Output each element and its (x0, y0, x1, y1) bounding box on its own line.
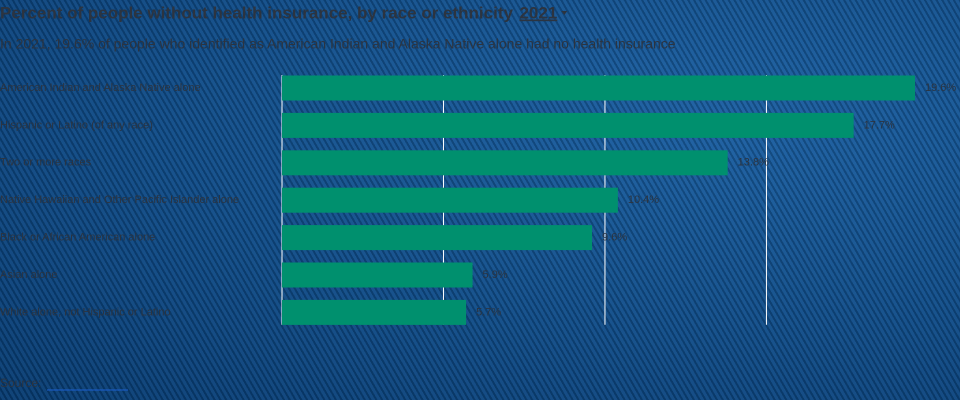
category-label: Black or African American alone (0, 232, 155, 244)
year-dropdown[interactable]: 2021 (519, 3, 557, 22)
category-label: Asian alone (0, 269, 58, 281)
bar (282, 112, 854, 138)
value-label: 10.4% (628, 194, 659, 206)
category-label: American Indian and Alaska Native alone (0, 82, 201, 94)
bar (282, 150, 728, 176)
value-label: 13.8% (738, 157, 769, 169)
category-label: White alone, not Hispanic or Latino (0, 306, 171, 318)
bar (282, 225, 593, 251)
value-label: 17.7% (864, 119, 895, 131)
category-label: Hispanic or Latino (of any race) (0, 119, 153, 131)
value-label: 5.7% (476, 306, 501, 318)
bar (282, 187, 618, 213)
chart-title: Percent of people without health insuran… (0, 3, 513, 22)
value-label: 19.6% (925, 82, 956, 94)
value-label: 5.9% (483, 269, 508, 281)
bar (282, 299, 467, 325)
category-label: Two or more races (0, 157, 92, 169)
dropdown-caret[interactable] (561, 10, 568, 15)
subtitle: In 2021, 19.6% of people who identified … (0, 36, 676, 52)
source-label: Source: (0, 376, 41, 390)
bar (282, 75, 915, 101)
value-label: 9.6% (602, 232, 627, 244)
category-label: Native Hawaiian and Other Pacific Island… (0, 194, 239, 206)
bar (282, 262, 473, 288)
